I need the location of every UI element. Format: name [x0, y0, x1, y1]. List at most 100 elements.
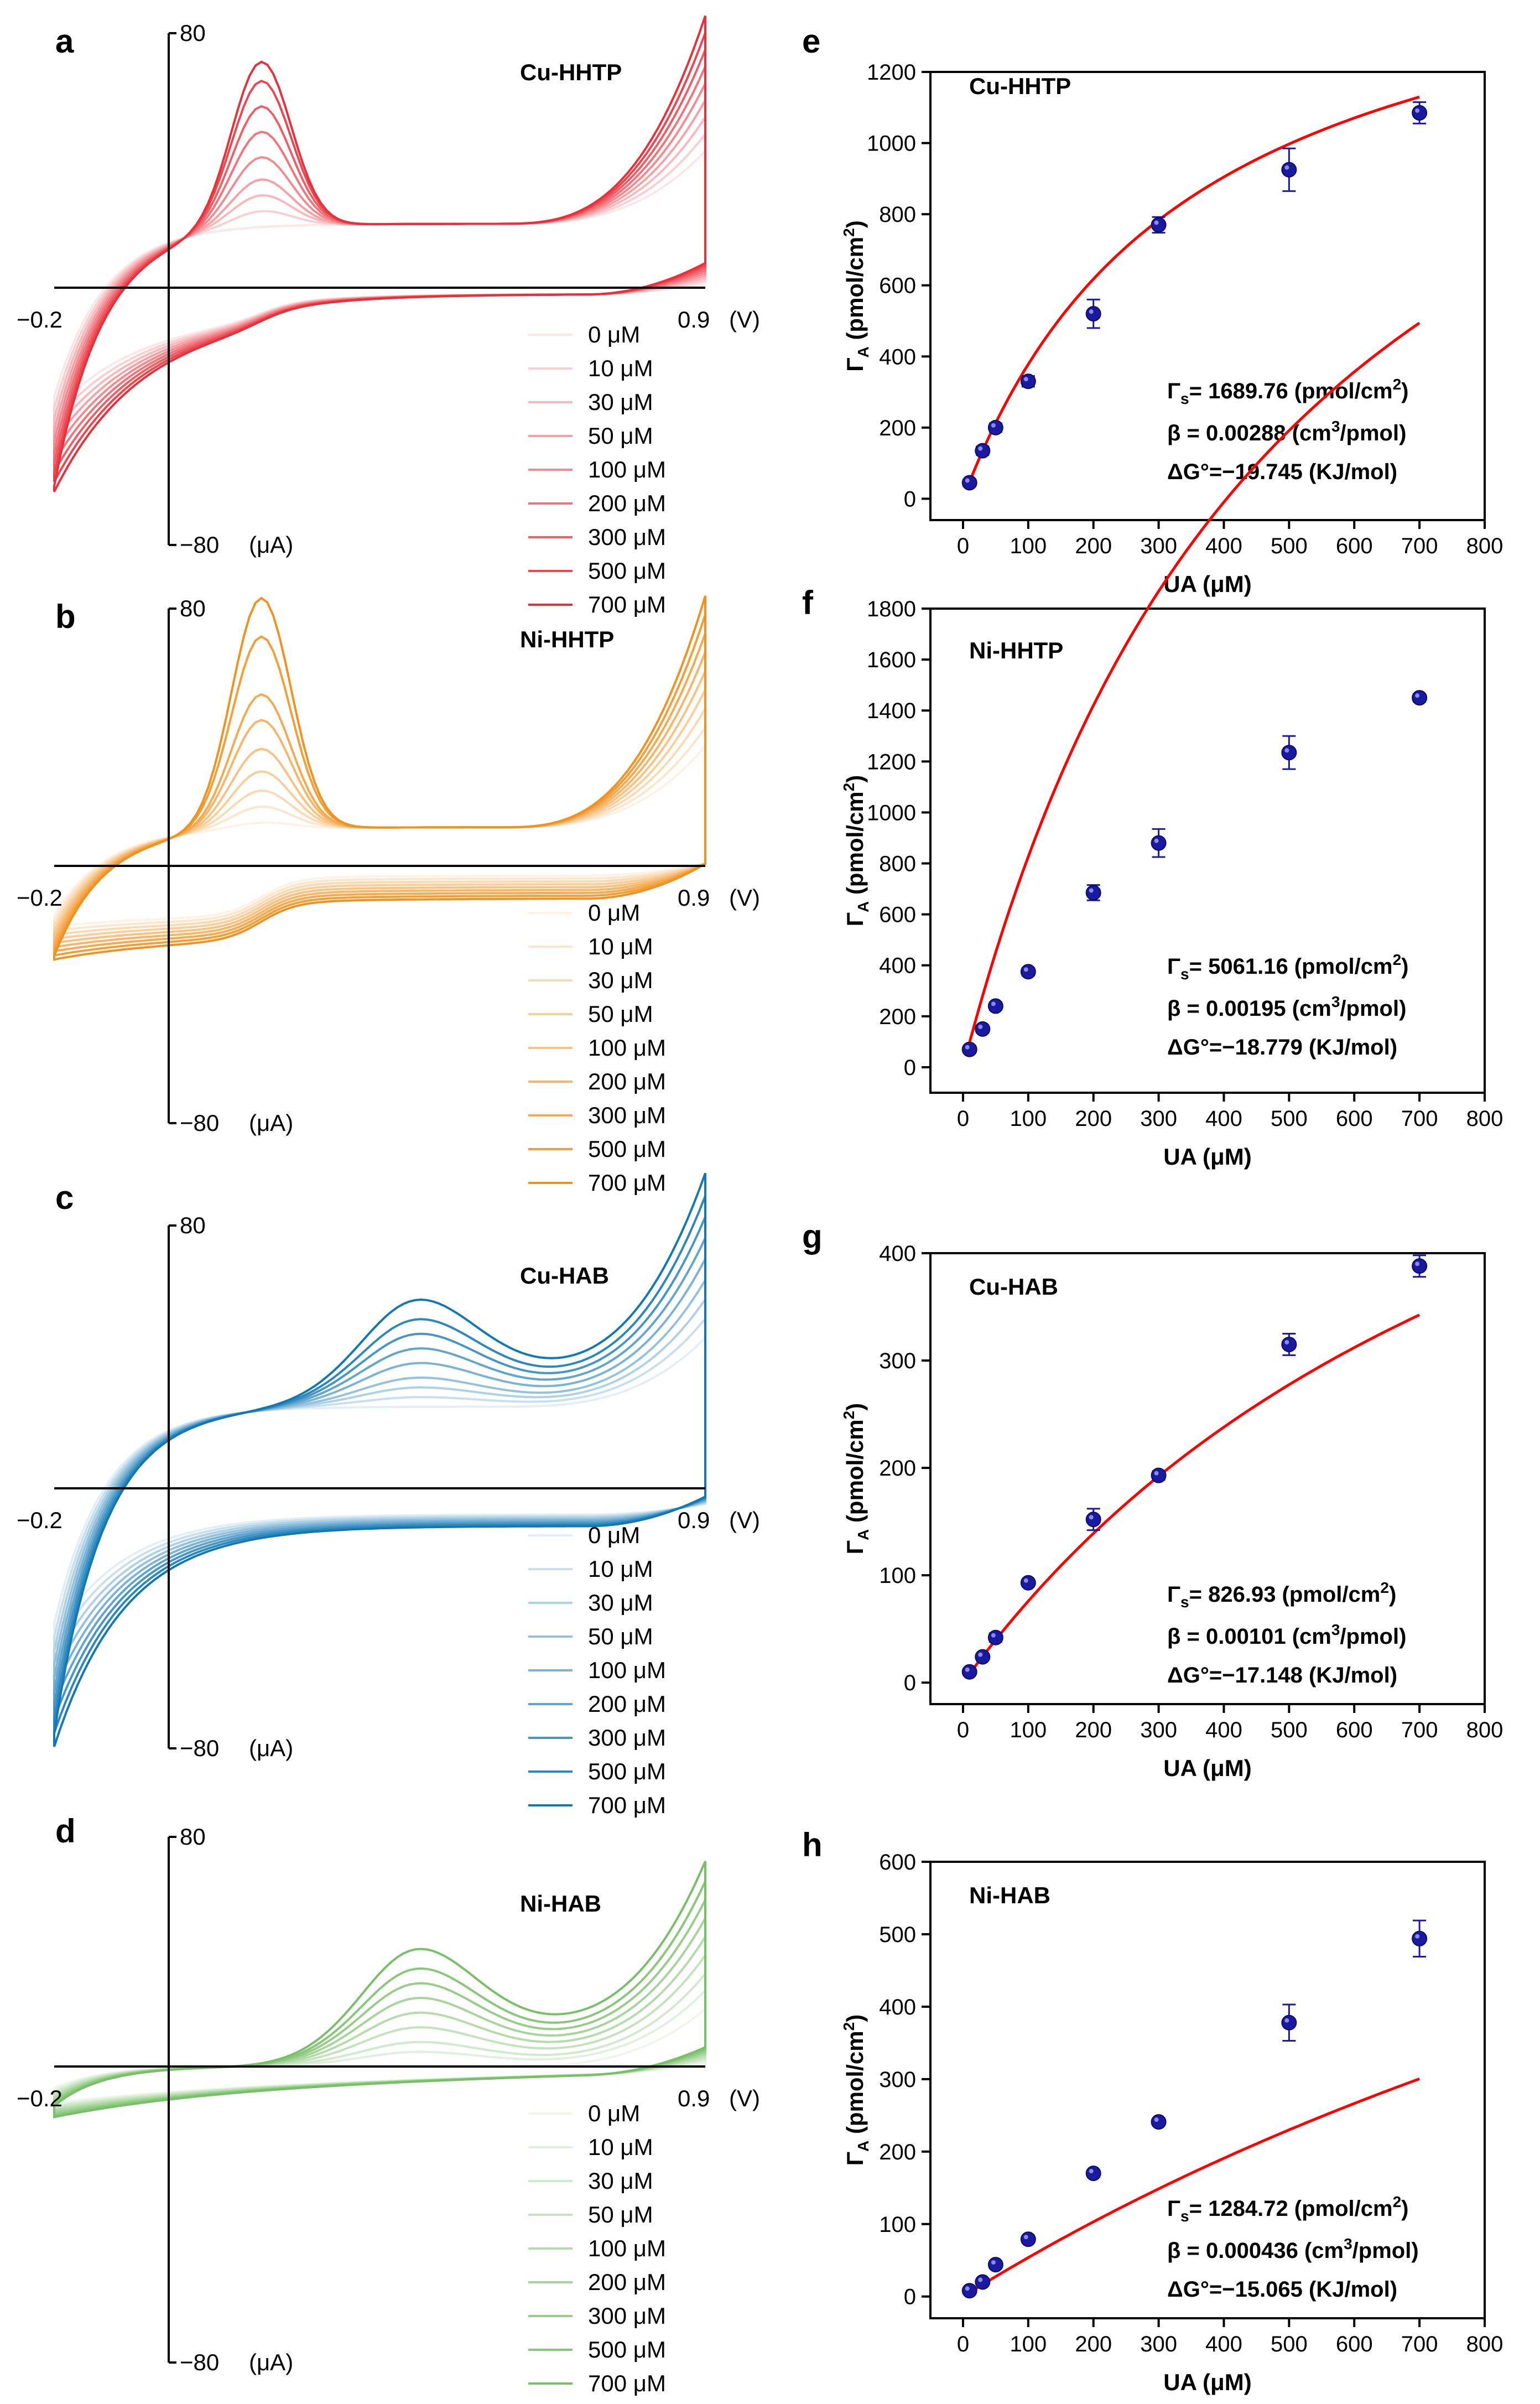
x-tick-label: 400	[1205, 1718, 1242, 1742]
panel-title: Cu-HHTP	[969, 73, 1071, 99]
y-tick-label: 0	[904, 487, 916, 511]
x-unit-label: (V)	[729, 307, 760, 333]
y-axis-label: ΓA (pmol/cm2)	[840, 220, 872, 371]
data-point-highlight	[965, 1045, 970, 1050]
x-tick-label: 200	[1075, 1107, 1112, 1131]
annotation-beta: β = 0.00195 (cm3/pmol)	[1167, 993, 1406, 1021]
x-tick-label: 200	[1075, 1718, 1112, 1742]
legend-label: 10 μM	[588, 355, 653, 381]
annotation-delta-g: ΔG°=−17.148 (KJ/mol)	[1167, 1663, 1397, 1688]
data-point	[961, 1664, 977, 1680]
legend-label: 0 μM	[588, 1522, 640, 1548]
ann-gamma-sub: s	[1180, 390, 1189, 407]
y-tick-label: 200	[879, 416, 916, 440]
panel-title: Cu-HAB	[969, 1274, 1058, 1300]
legend-label: 10 μM	[588, 933, 653, 959]
y-label-gamma: Γ	[842, 1540, 868, 1554]
data-point-highlight	[991, 1001, 996, 1006]
data-point-highlight	[1023, 1578, 1028, 1583]
panel-letter: c	[55, 1179, 74, 1216]
x-tick-label: 800	[1466, 1107, 1503, 1131]
x-axis-label: UA (μM)	[1163, 2369, 1251, 2395]
y-label-gamma: Γ	[842, 912, 868, 926]
isotherm-panel-g: g Cu-HAB 0 100 200 300 400 500 600 700 800 0 100 200 3…	[802, 1218, 1503, 1781]
y-tick-label: 0	[904, 2285, 916, 2309]
x-tick-label: 300	[1140, 2332, 1177, 2356]
ann-gamma-value: = 1284.72 (pmol/cm	[1189, 2197, 1393, 2221]
x-max-label: 0.9	[678, 885, 710, 911]
legend-label: 500 μM	[588, 558, 666, 584]
legend-label: 700 μM	[588, 2370, 666, 2396]
y-tick-label: 300	[879, 1349, 916, 1373]
annotation-gamma-s: Γs= 826.93 (pmol/cm2)	[1167, 1579, 1396, 1611]
panel-letter: e	[802, 23, 820, 60]
ann-close: )	[1401, 954, 1408, 979]
panel-letter: f	[802, 584, 814, 621]
panel-title: Ni-HAB	[969, 1882, 1050, 1908]
y-tick-label: 600	[879, 1850, 916, 1875]
legend-label: 300 μM	[588, 524, 666, 550]
data-point	[1085, 2166, 1101, 2182]
legend-label: 10 μM	[588, 1556, 653, 1582]
y-label-sub: A	[855, 2141, 872, 2152]
ann-gamma: Γ	[1167, 379, 1180, 403]
legend-label: 50 μM	[588, 2201, 653, 2228]
ann-gamma-sub: s	[1180, 965, 1189, 983]
data-point-highlight	[1089, 1515, 1094, 1520]
legend-label: 100 μM	[588, 456, 666, 482]
x-min-label: −0.2	[17, 885, 63, 911]
data-point-highlight	[978, 446, 983, 451]
panel-letter: g	[802, 1218, 823, 1255]
legend-label: 100 μM	[588, 1657, 666, 1683]
plot-frame	[929, 71, 1486, 521]
panel-title: Ni-HHTP	[520, 626, 614, 652]
langmuir-fit-curve	[968, 95, 1420, 482]
x-tick-label: 400	[1205, 2332, 1242, 2356]
data-point	[987, 1629, 1003, 1645]
y-tick-label: 1800	[867, 597, 916, 621]
y-label-gamma: Γ	[842, 2152, 868, 2166]
y-label-sub: A	[855, 1529, 872, 1540]
data-point-highlight	[1284, 1339, 1289, 1344]
plot-frame	[929, 1861, 1486, 2319]
data-point	[1151, 217, 1167, 233]
data-point-highlight	[1415, 1261, 1420, 1266]
x-axis-label: UA (μM)	[1163, 1144, 1251, 1170]
annotation-delta-g: ΔG°=−19.745 (KJ/mol)	[1167, 460, 1397, 484]
data-point-highlight	[965, 1667, 970, 1672]
data-point	[961, 475, 977, 491]
x-tick-label: 500	[1271, 2332, 1308, 2356]
y-unit-label: (μA)	[249, 1110, 293, 1136]
y-tick-label: 600	[879, 903, 916, 927]
ann-sup: 2	[1393, 951, 1402, 968]
y-label-sup: 2	[840, 2022, 857, 2031]
data-point	[975, 1021, 991, 1037]
panel-letter: a	[55, 23, 74, 60]
x-tick-label: 100	[1010, 2332, 1047, 2356]
ann-sup: 2	[1393, 2193, 1402, 2210]
data-point	[1151, 1467, 1167, 1483]
ann-beta-tail: /pmol)	[1352, 2239, 1419, 2263]
y-min-label: −80	[180, 1110, 219, 1136]
ann-beta-value: β = 0.00288 (cm	[1167, 421, 1331, 445]
y-label-close: )	[842, 2014, 868, 2022]
legend-label: 30 μM	[588, 1590, 653, 1616]
x-tick-label: 800	[1466, 534, 1503, 558]
cv-curve-30uM	[53, 113, 706, 435]
y-max-label: 80	[180, 1212, 206, 1238]
x-tick-label: 600	[1336, 534, 1373, 558]
x-tick-label: 300	[1140, 1718, 1177, 1742]
y-unit-label: (μA)	[249, 1735, 293, 1761]
y-tick-label: 200	[879, 2140, 916, 2164]
plot-frame	[929, 608, 1486, 1094]
data-point	[961, 1041, 977, 1057]
data-point	[1020, 1575, 1036, 1591]
data-point-highlight	[991, 423, 996, 428]
y-label-unit: (pmol/cm	[842, 2031, 868, 2140]
cv-curve-700uM	[53, 15, 706, 492]
x-max-label: 0.9	[678, 307, 710, 333]
data-point-highlight	[978, 2277, 983, 2282]
legend-label: 10 μM	[588, 2134, 653, 2160]
